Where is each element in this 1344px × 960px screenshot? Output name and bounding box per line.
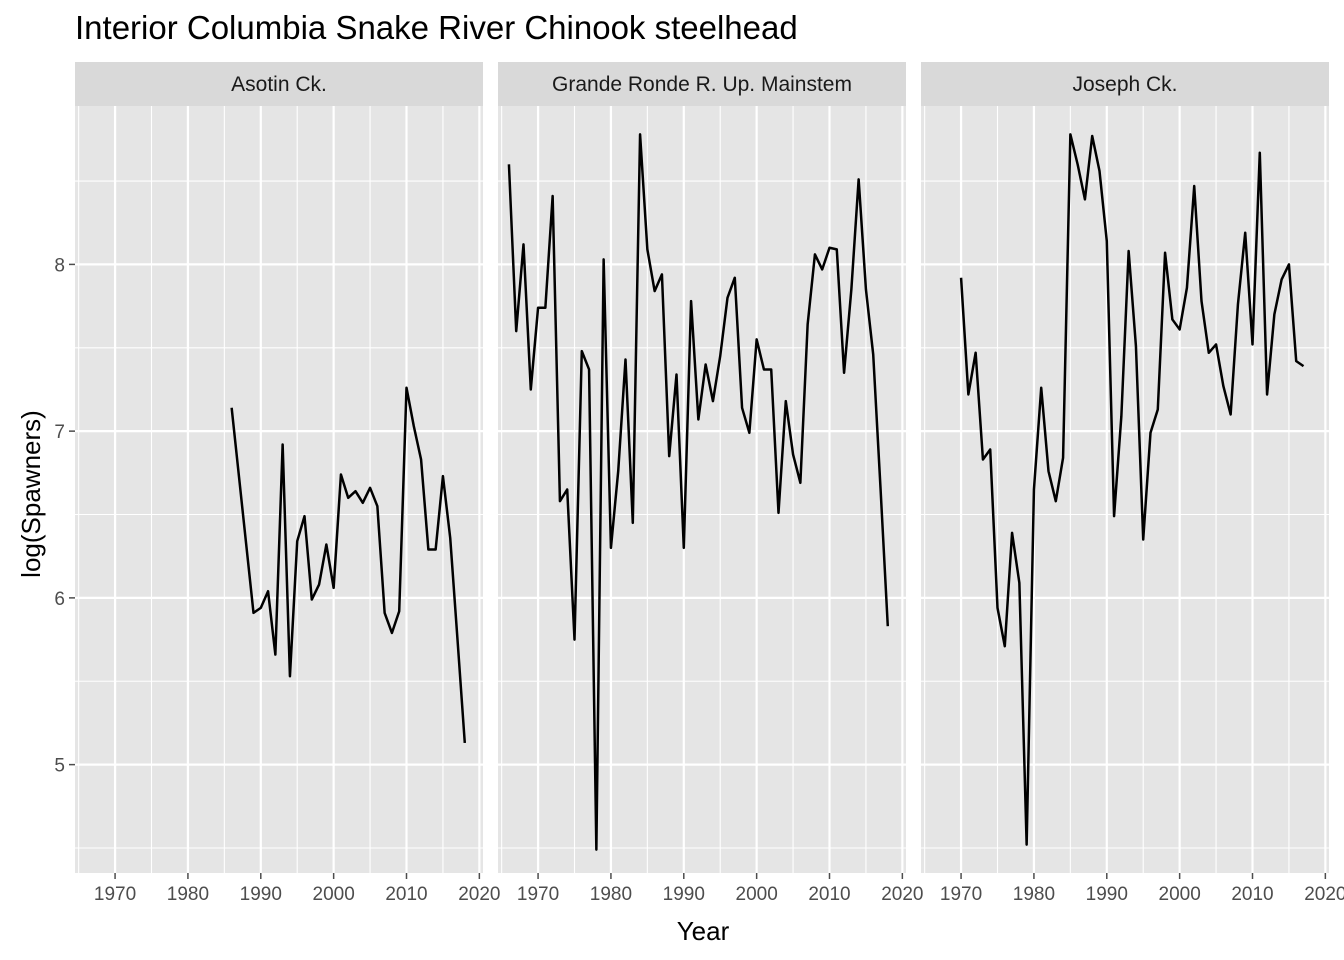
y-tick-label: 5 (54, 756, 65, 777)
x-tick-label: 2020 (1304, 884, 1344, 905)
x-tick-label: 2010 (808, 884, 850, 905)
x-tick-label: 2020 (458, 884, 500, 905)
y-axis-title: log(Spawners) (16, 410, 46, 578)
x-tick-label: 1980 (1013, 884, 1055, 905)
facet-strip (498, 62, 906, 106)
y-axis: 5 6 7 8 (54, 255, 75, 777)
panel-background (921, 106, 1329, 873)
y-tick-label: 8 (54, 255, 65, 276)
y-tick-label: 7 (54, 422, 65, 443)
facet-panel: Grande Ronde R. Up. Mainstem 1970 1980 1990… (498, 62, 923, 905)
x-tick-label: 2010 (385, 884, 427, 905)
x-tick-label: 1970 (517, 884, 559, 905)
panel-background (75, 106, 483, 873)
x-tick-label: 1980 (590, 884, 632, 905)
series-line (959, 133, 1305, 846)
facet-strip (75, 62, 483, 106)
x-axis-title: Year (677, 916, 730, 946)
x-tick-label: 2000 (1159, 884, 1201, 905)
facet-panel: Asotin Ck. 1970 1980 1990 2000 2010 2020 (75, 62, 500, 905)
y-tick-label: 6 (54, 589, 65, 610)
facet-strip-label: Joseph Ck. (1072, 73, 1177, 96)
series-line (230, 386, 467, 744)
facet-strip (921, 62, 1329, 106)
x-tick-label: 1970 (94, 884, 136, 905)
x-tick-label: 1990 (1086, 884, 1128, 905)
series-line (507, 133, 890, 851)
x-tick-label: 1990 (240, 884, 282, 905)
facet-strip-label: Grande Ronde R. Up. Mainstem (552, 73, 852, 96)
facet-panel: Joseph Ck. 1970 1980 1990 2000 2010 2020 (921, 62, 1344, 905)
x-tick-label: 1990 (663, 884, 705, 905)
x-tick-label: 2020 (881, 884, 923, 905)
facet-strip-label: Asotin Ck. (231, 73, 327, 96)
x-tick-label: 2010 (1231, 884, 1273, 905)
chart-title: Interior Columbia Snake River Chinook st… (75, 9, 798, 46)
facet-panels: Asotin Ck.1970 1980 1990 2000 2010 2020Grande… (75, 62, 1344, 905)
x-tick-label: 1970 (940, 884, 982, 905)
x-tick-label: 2000 (736, 884, 778, 905)
x-tick-label: 1980 (167, 884, 209, 905)
x-tick-label: 2000 (313, 884, 355, 905)
